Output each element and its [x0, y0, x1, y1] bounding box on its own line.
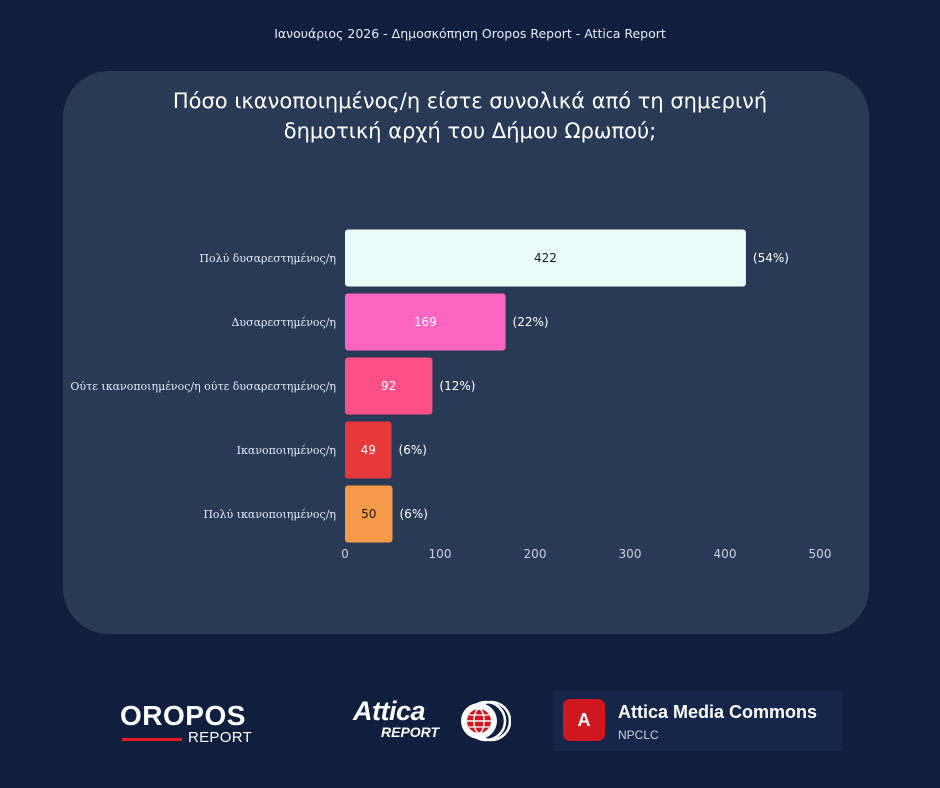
- attica-logo-sub: REPORT: [381, 724, 440, 740]
- globe-icon: [461, 700, 511, 742]
- percent-label-1: (22%): [513, 315, 549, 329]
- x-tick-label-0: 0: [341, 547, 349, 561]
- attica-media-commons-logo: A Attica Media Commons NPCLC: [553, 690, 842, 751]
- commons-subtitle: NPCLC: [618, 728, 659, 742]
- value-label-2: 92: [381, 379, 396, 393]
- x-tick-label-3: 300: [619, 547, 642, 561]
- chart-card: [63, 71, 869, 634]
- bar-2: [345, 357, 433, 415]
- value-label-1: 169: [414, 315, 437, 329]
- attica-report-logo: Attica REPORT: [345, 696, 515, 748]
- percent-label-2: (12%): [439, 379, 475, 393]
- x-tick-label-1: 100: [429, 547, 452, 561]
- commons-badge: A: [563, 699, 605, 741]
- percent-label-0: (54%): [753, 251, 789, 265]
- oropos-logo-sub: REPORT: [188, 729, 253, 746]
- chart-title-line-1: Πόσο ικανοποιημένος/η είστε συνολικά από…: [172, 89, 768, 113]
- survey-caption: Ιανουάριος 2026 - Δημοσκόπηση Oropos Rep…: [274, 26, 666, 41]
- bar-1: [345, 293, 506, 351]
- bar-4: [345, 485, 393, 543]
- x-tick-label-4: 400: [714, 547, 737, 561]
- chart-title-line-2: δημοτική αρχή του Δήμου Ωρωπού;: [283, 119, 657, 143]
- value-label-0: 422: [534, 251, 557, 265]
- category-label-3: Ικανοποιημένος/η: [237, 444, 336, 457]
- category-label-0: Πολύ δυσαρεστημένος/η: [199, 252, 336, 265]
- bar-3: [345, 421, 392, 479]
- category-label-4: Πολύ ικανοποιημένος/η: [203, 508, 336, 521]
- oropos-logo-main: OROPOS: [120, 700, 246, 731]
- commons-title: Attica Media Commons: [618, 702, 818, 722]
- x-tick-label-5: 500: [809, 547, 832, 561]
- percent-label-4: (6%): [400, 507, 428, 521]
- value-label-3: 49: [361, 443, 376, 457]
- category-label-1: Δυσαρεστημένος/η: [231, 316, 336, 329]
- oropos-logo-underline: [122, 738, 182, 741]
- attica-logo-main: Attica: [353, 696, 426, 726]
- percent-label-3: (6%): [399, 443, 427, 457]
- value-label-4: 50: [361, 507, 376, 521]
- x-tick-label-2: 200: [524, 547, 547, 561]
- chart-title: Πόσο ικανοποιημένος/η είστε συνολικά από…: [0, 86, 940, 146]
- bar-0: [345, 229, 746, 287]
- oropos-report-logo: OROPOS REPORT: [120, 700, 265, 748]
- category-label-2: Ούτε ικανοποιημένος/η ούτε δυσαρεστημένο…: [70, 380, 336, 393]
